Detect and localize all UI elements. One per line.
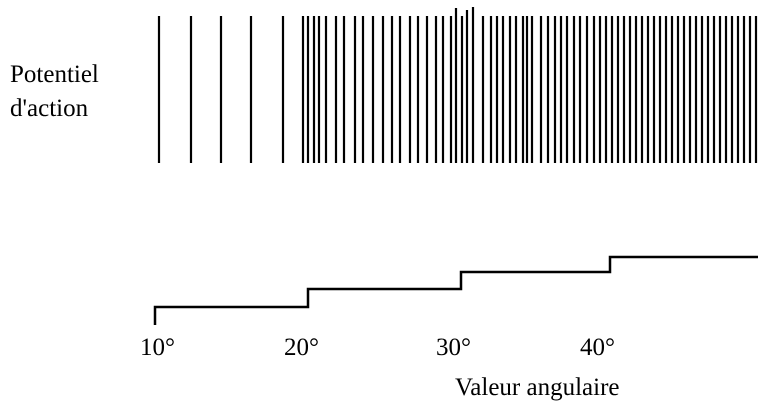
action-label: d'action [10, 95, 89, 122]
action-potential-spike-train [157, 7, 758, 163]
angle-staircase-line [153, 255, 758, 325]
angle-tick-30: 30° [436, 334, 471, 361]
axis-label: Valeur angulaire [455, 374, 620, 401]
angle-tick-20: 20° [284, 334, 319, 361]
angle-tick-40: 40° [580, 334, 615, 361]
angle-tick-10: 10° [140, 334, 175, 361]
potentiel-label: Potentiel [10, 61, 99, 88]
